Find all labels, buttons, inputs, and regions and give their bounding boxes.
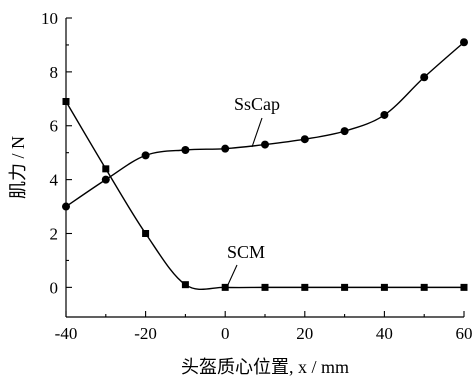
sscap-point [380,110,389,119]
scm-point [301,283,309,291]
sscap-point [221,144,230,153]
sscap-point [62,202,70,211]
x-tick-label: -20 [134,324,157,343]
x-tick-label: 20 [296,324,313,343]
y-tick-label: 6 [50,117,59,136]
x-tick-label: 60 [456,324,473,343]
scm-point [261,283,269,291]
x-tick-label: 0 [221,324,230,343]
scm-point [181,281,189,289]
sscap-point [141,151,150,160]
sscap-point [420,73,429,82]
scm-point [420,283,428,291]
scm-leader-line [225,264,238,290]
sscap-point [261,140,269,149]
annotations: SsCap SCM [225,94,280,290]
y-tick-label: 8 [50,63,59,82]
y-tick-label: 2 [50,224,59,243]
scm-point [460,283,468,291]
sscap-point [460,38,468,47]
x-tick-label: -40 [55,324,78,343]
sscap-point [300,135,309,144]
sscap-series-label: SsCap [234,94,280,114]
series [62,38,468,291]
y-tick-label: 4 [50,171,59,190]
axes [65,18,464,318]
x-axis-title: 头盔质心位置, x / mm [181,357,349,377]
scm-point [380,283,388,291]
sscap-line [65,41,465,208]
scm-point [142,229,150,237]
scm-point [341,283,349,291]
sscap-point [101,175,110,184]
y-tick-label: 10 [41,9,58,28]
sscap-leader-line [251,117,263,148]
scm-point [62,98,70,106]
scm-point [221,283,229,291]
y-tick-label: 0 [50,278,59,297]
sscap-point [340,127,349,136]
scm-point [102,165,110,173]
scm-series-label: SCM [227,242,265,262]
y-axis-title: 肌力 / N [8,136,28,199]
ticks: 0 2 4 6 8 10 -40 -20 0 20 40 60 [41,9,473,343]
x-tick-label: 40 [376,324,393,343]
sscap-point [181,145,190,154]
